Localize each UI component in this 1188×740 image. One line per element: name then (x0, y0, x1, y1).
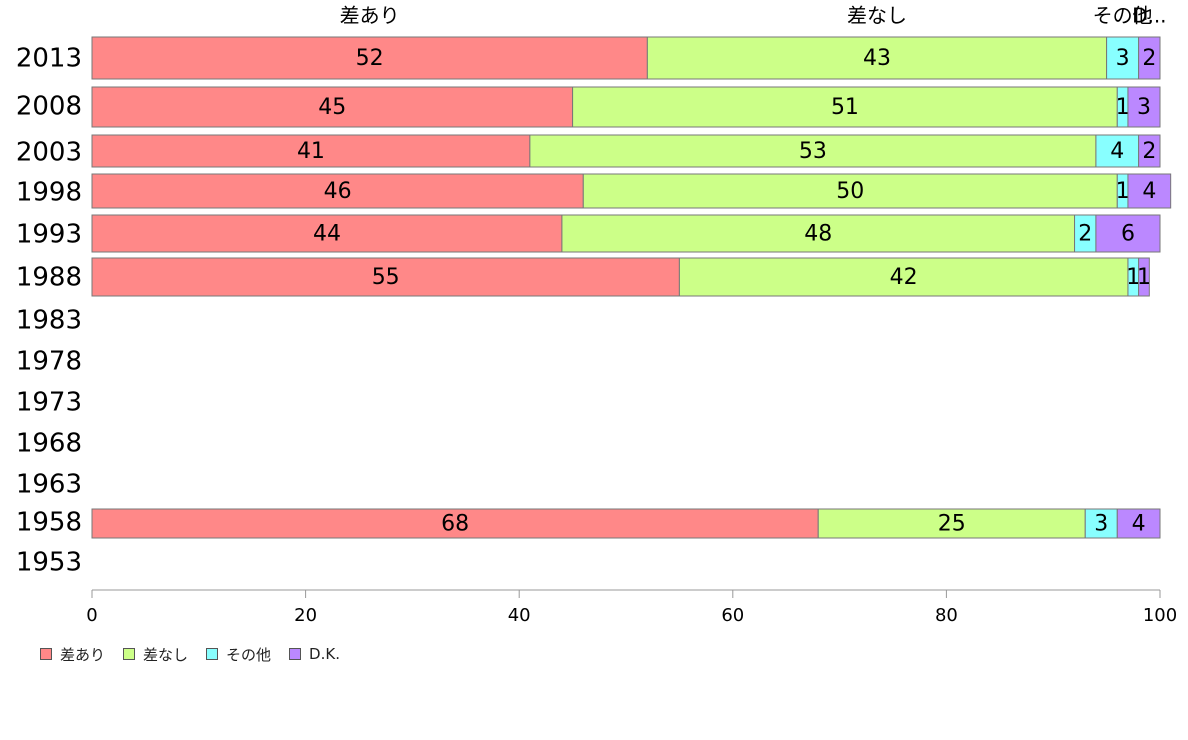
legend-label: D.K. (309, 645, 340, 663)
data-label: 46 (324, 179, 352, 204)
data-label: 2 (1142, 139, 1156, 164)
data-label: 44 (313, 222, 341, 247)
legend-label: その他 (226, 645, 272, 664)
data-label: 50 (836, 179, 864, 204)
top-series-label: 差なし (847, 4, 907, 28)
data-label: 53 (799, 139, 827, 164)
bar-segment (529, 134, 1097, 168)
category-label: 1983 (16, 306, 82, 336)
category-label: 1968 (16, 429, 82, 459)
bar-segment (1084, 508, 1118, 539)
legend-item: D.K. (289, 645, 340, 663)
data-label: 6 (1121, 222, 1135, 247)
category-label: 2008 (16, 92, 82, 122)
legend-swatch (40, 648, 52, 660)
bar-segment (1106, 36, 1140, 80)
data-label: 3 (1116, 46, 1130, 71)
data-label: 51 (831, 95, 859, 120)
bar-segment (1138, 134, 1161, 168)
legend-item: 差あり (40, 644, 105, 665)
data-label: 3 (1094, 512, 1108, 537)
category-label: 2003 (16, 138, 82, 168)
bar-segment (678, 257, 1129, 297)
legend-label: 差あり (60, 645, 106, 664)
data-label: 1 (1137, 265, 1151, 290)
bar-segment (1095, 214, 1161, 253)
data-label: 68 (441, 512, 469, 537)
bar-segment (1116, 508, 1161, 539)
data-label: 55 (372, 265, 400, 290)
category-label: 1978 (16, 347, 82, 377)
data-label: 42 (890, 265, 918, 290)
data-label: 1 (1116, 95, 1130, 120)
x-tick-label: 0 (86, 605, 97, 626)
legend-swatch (289, 648, 302, 660)
x-tick-label: 80 (935, 605, 958, 626)
data-label: 2 (1078, 222, 1092, 247)
bar-segment (1138, 36, 1161, 80)
bar-segment (1095, 134, 1140, 168)
data-label: 1 (1126, 265, 1140, 290)
bar-segment (646, 36, 1108, 80)
data-label: 4 (1110, 139, 1124, 164)
top-series-label: 差あり (340, 4, 400, 28)
bar-segment (1127, 86, 1161, 128)
legend-swatch (206, 648, 219, 660)
bar-segment (817, 508, 1086, 539)
top-series-label: D... (1132, 4, 1166, 28)
data-label: 48 (804, 222, 832, 247)
data-label: 4 (1132, 512, 1146, 537)
data-label: 52 (356, 46, 384, 71)
category-label: 1953 (16, 548, 82, 578)
bar-segment (1127, 173, 1172, 209)
legend-label: 差なし (143, 645, 189, 664)
legend-swatch (123, 648, 136, 660)
legend: 差あり 差なし その他 D.K. (40, 642, 340, 666)
data-label: 45 (318, 95, 346, 120)
x-tick-label: 100 (1143, 605, 1177, 626)
category-label: 1973 (16, 388, 82, 418)
data-label: 2 (1142, 46, 1156, 71)
bar-segment (91, 36, 648, 80)
category-label: 1988 (16, 263, 82, 293)
bar-segment (91, 134, 531, 168)
bar-segment (91, 508, 819, 539)
category-label: 2013 (16, 44, 82, 74)
data-label: 25 (938, 512, 966, 537)
category-label: 1963 (16, 470, 82, 500)
legend-item: 差なし (123, 644, 188, 665)
data-label: 1 (1116, 179, 1130, 204)
bar-segment (572, 86, 1118, 128)
bar-segment (1138, 257, 1150, 297)
bar-segment (91, 173, 584, 209)
data-label: 4 (1142, 179, 1156, 204)
bar-segment (91, 86, 574, 128)
category-label: 1993 (16, 220, 82, 250)
data-label: 41 (297, 139, 325, 164)
top-series-label: その他 (1093, 4, 1153, 28)
x-tick-label: 40 (508, 605, 531, 626)
legend-item: その他 (206, 644, 271, 665)
category-label: 1998 (16, 178, 82, 208)
data-label: 43 (863, 46, 891, 71)
x-tick-label: 20 (294, 605, 317, 626)
data-label: 3 (1137, 95, 1151, 120)
x-tick-label: 60 (721, 605, 744, 626)
category-label: 1958 (16, 508, 82, 538)
